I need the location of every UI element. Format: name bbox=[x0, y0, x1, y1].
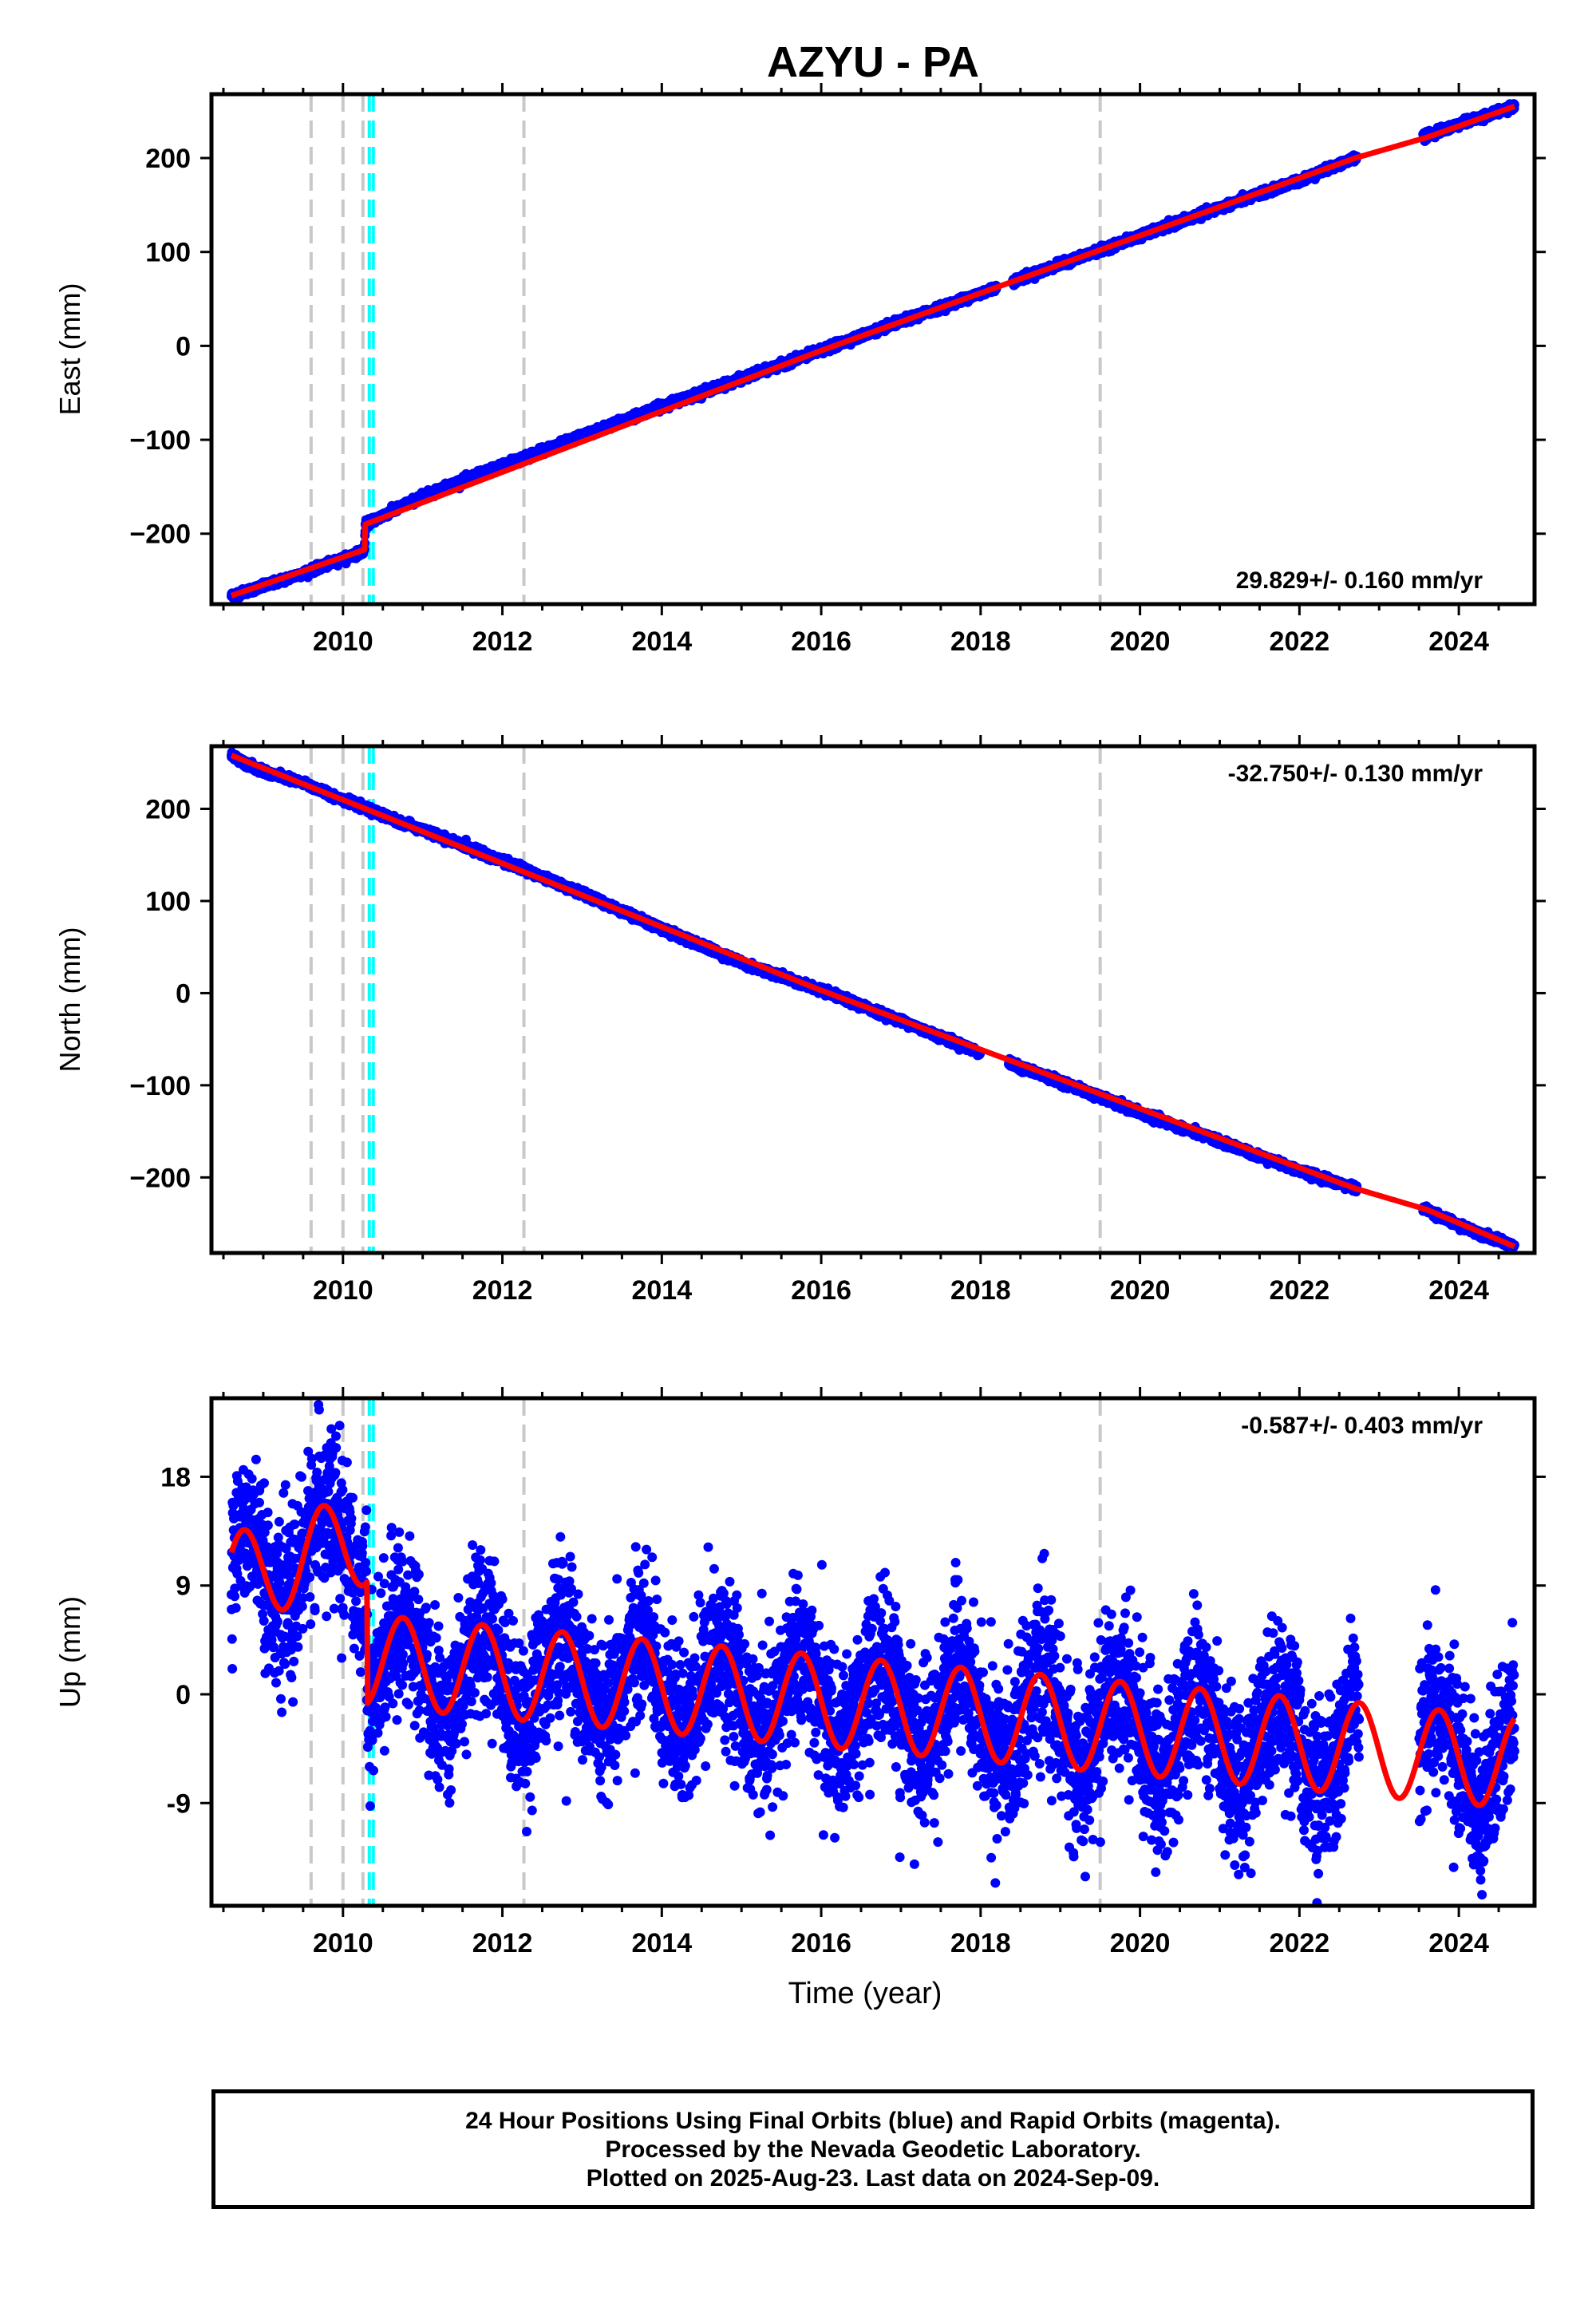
chart-title: AZYU - PA bbox=[767, 38, 979, 86]
plot-area bbox=[227, 94, 1519, 604]
panel-1: 2010 2012 2014 2016 2018 2020 2022 2024−200−100… bbox=[53, 83, 1546, 657]
data-points bbox=[227, 99, 1519, 603]
